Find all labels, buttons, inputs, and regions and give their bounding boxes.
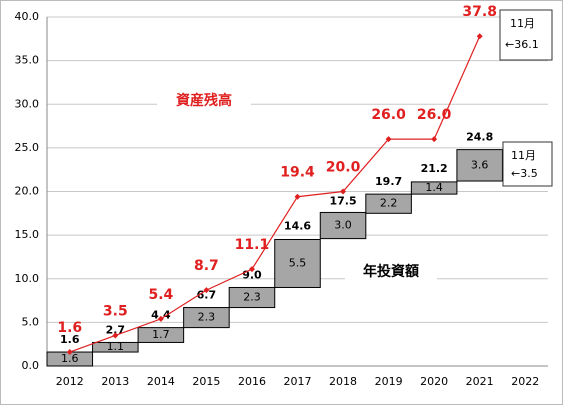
bar-label: 2.3 bbox=[198, 311, 216, 324]
bar bbox=[410, 181, 458, 195]
x-tick-label: 2014 bbox=[147, 375, 175, 388]
x-tick-label: 2022 bbox=[511, 375, 539, 388]
bar-label: 1.7 bbox=[152, 328, 170, 341]
y-tick-label: 10.0 bbox=[15, 272, 40, 285]
note: 11月 bbox=[511, 149, 536, 162]
cumulative-label: 14.6 bbox=[284, 220, 311, 233]
x-tick-label: 2016 bbox=[238, 375, 266, 388]
balance-point bbox=[294, 193, 301, 200]
cumulative-label: 19.7 bbox=[375, 175, 402, 188]
y-tick-label: 0.0 bbox=[22, 359, 40, 372]
x-tick-label: 2019 bbox=[375, 375, 403, 388]
cumulative-label: 21.2 bbox=[421, 162, 448, 175]
balance-label: 26.0 bbox=[371, 107, 406, 123]
y-tick-label: 40.0 bbox=[15, 10, 40, 23]
bar bbox=[274, 238, 321, 288]
balance-label: 1.6 bbox=[57, 320, 82, 336]
bar-label: 1.1 bbox=[107, 340, 125, 353]
balance-point bbox=[203, 287, 210, 294]
annotation-box bbox=[157, 88, 251, 114]
balance-label: 8.7 bbox=[194, 258, 219, 274]
y-tick-label: 5.0 bbox=[22, 315, 40, 328]
bar-label: 1.4 bbox=[425, 181, 443, 194]
cumulative-label: 4.4 bbox=[151, 309, 171, 322]
balance-point bbox=[112, 332, 119, 339]
x-tick-label: 2018 bbox=[329, 375, 357, 388]
x-tick-label: 2017 bbox=[284, 375, 312, 388]
cumulative-label: 1.6 bbox=[60, 333, 80, 346]
bar-label: 5.5 bbox=[289, 256, 307, 269]
note: 11月 bbox=[510, 17, 535, 30]
x-tick-label: 2013 bbox=[101, 375, 129, 388]
y-tick-label: 30.0 bbox=[15, 97, 40, 110]
bar bbox=[365, 193, 412, 214]
x-tick-label: 2012 bbox=[56, 375, 84, 388]
bar bbox=[319, 211, 367, 240]
annotation: 年投資額 bbox=[363, 263, 419, 280]
balance-point bbox=[385, 136, 392, 143]
bar-label: 1.6 bbox=[61, 352, 79, 365]
balance-point bbox=[476, 33, 483, 40]
note-box bbox=[499, 9, 553, 61]
y-tick-label: 15.0 bbox=[15, 228, 40, 241]
bar bbox=[183, 307, 230, 329]
balance-label: 19.4 bbox=[280, 165, 315, 181]
balance-label: 5.4 bbox=[148, 287, 173, 303]
bar bbox=[228, 286, 276, 309]
note-box bbox=[502, 141, 553, 187]
bar-label: 3.6 bbox=[471, 158, 489, 171]
y-tick-label: 25.0 bbox=[15, 141, 40, 154]
cumulative-label: 6.7 bbox=[197, 289, 217, 302]
balance-label: 26.0 bbox=[417, 107, 452, 123]
balance-point bbox=[66, 349, 73, 356]
balance-label: 37.8 bbox=[462, 4, 497, 20]
balance-point bbox=[431, 136, 438, 143]
bar bbox=[456, 149, 503, 182]
x-tick-label: 2015 bbox=[192, 375, 220, 388]
x-tick-label: 2021 bbox=[466, 375, 494, 388]
balance-label: 11.1 bbox=[235, 237, 270, 253]
bar-label: 2.2 bbox=[380, 197, 398, 210]
annotation: 資産残高 bbox=[176, 92, 232, 109]
balance-label: 20.0 bbox=[326, 160, 361, 176]
balance-point bbox=[340, 188, 347, 195]
note: ←36.1 bbox=[505, 38, 539, 51]
bar bbox=[92, 341, 139, 353]
balance-label: 3.5 bbox=[103, 303, 128, 319]
balance-point bbox=[157, 315, 164, 322]
balance-line bbox=[69, 35, 481, 353]
cumulative-label: 17.5 bbox=[329, 194, 356, 207]
y-tick-label: 20.0 bbox=[15, 185, 40, 198]
bar-label: 2.3 bbox=[243, 291, 261, 304]
y-tick-label: 35.0 bbox=[15, 54, 40, 67]
bar-label: 3.0 bbox=[334, 219, 352, 232]
balance-point bbox=[248, 266, 255, 273]
annotation-box bbox=[345, 259, 437, 285]
note: ←3.5 bbox=[511, 167, 538, 180]
bar bbox=[137, 327, 185, 343]
x-tick-label: 2020 bbox=[420, 375, 448, 388]
cumulative-label: 24.8 bbox=[466, 131, 493, 144]
